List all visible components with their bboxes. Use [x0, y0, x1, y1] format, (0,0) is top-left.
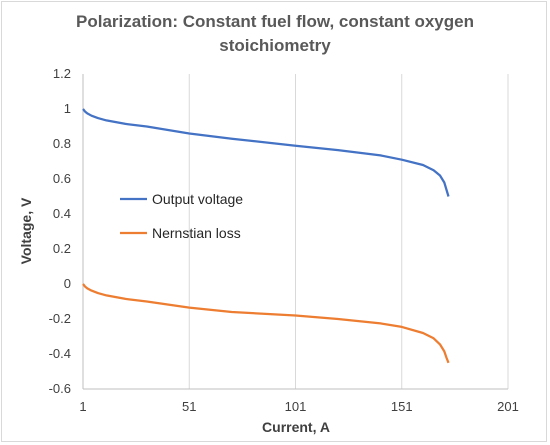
chart-title: Polarization: Constant fuel flow, consta…: [0, 10, 550, 58]
y-tick-label: 0.2: [53, 241, 71, 256]
gridlines: [188, 74, 509, 389]
x-tick-label: 1: [79, 399, 86, 414]
legend-label: Nernstian loss: [152, 225, 241, 241]
x-tick-label: 101: [285, 399, 307, 414]
x-tick-label: 151: [391, 399, 413, 414]
x-tick-label: 51: [182, 399, 196, 414]
series-lines: [82, 108, 450, 364]
y-tick-label: -0.4: [49, 346, 71, 361]
x-axis-title: Current, A: [262, 419, 330, 435]
y-tick-label: 0.8: [53, 136, 71, 151]
y-axis-title: Voltage, V: [18, 197, 34, 264]
legend-label: Output voltage: [152, 191, 243, 207]
y-tick-label: 0: [64, 276, 71, 291]
legend: Output voltage Nernstian loss: [120, 191, 243, 241]
x-tick-label: 201: [497, 399, 519, 414]
y-tick-labels: 1.2 1 0.8 0.6 0.4 0.2 0 -0.2 -0.4 -0.6: [49, 66, 71, 396]
y-tick-label: 1.2: [53, 66, 71, 81]
y-tick-label: 1: [64, 101, 71, 116]
y-tick-label: 0.6: [53, 171, 71, 186]
chart-title-line2: stoichiometry: [219, 36, 331, 55]
y-tick-label: -0.6: [49, 381, 71, 396]
x-tick-labels: 1 51 101 151 201: [79, 399, 518, 414]
chart-title-line1: Polarization: Constant fuel flow, consta…: [76, 12, 474, 31]
series-line-output-voltage: [82, 108, 450, 197]
series-line-nernstian-loss: [82, 283, 450, 364]
axes: [82, 74, 508, 390]
y-tick-label: 0.4: [53, 206, 71, 221]
y-tick-label: -0.2: [49, 311, 71, 326]
